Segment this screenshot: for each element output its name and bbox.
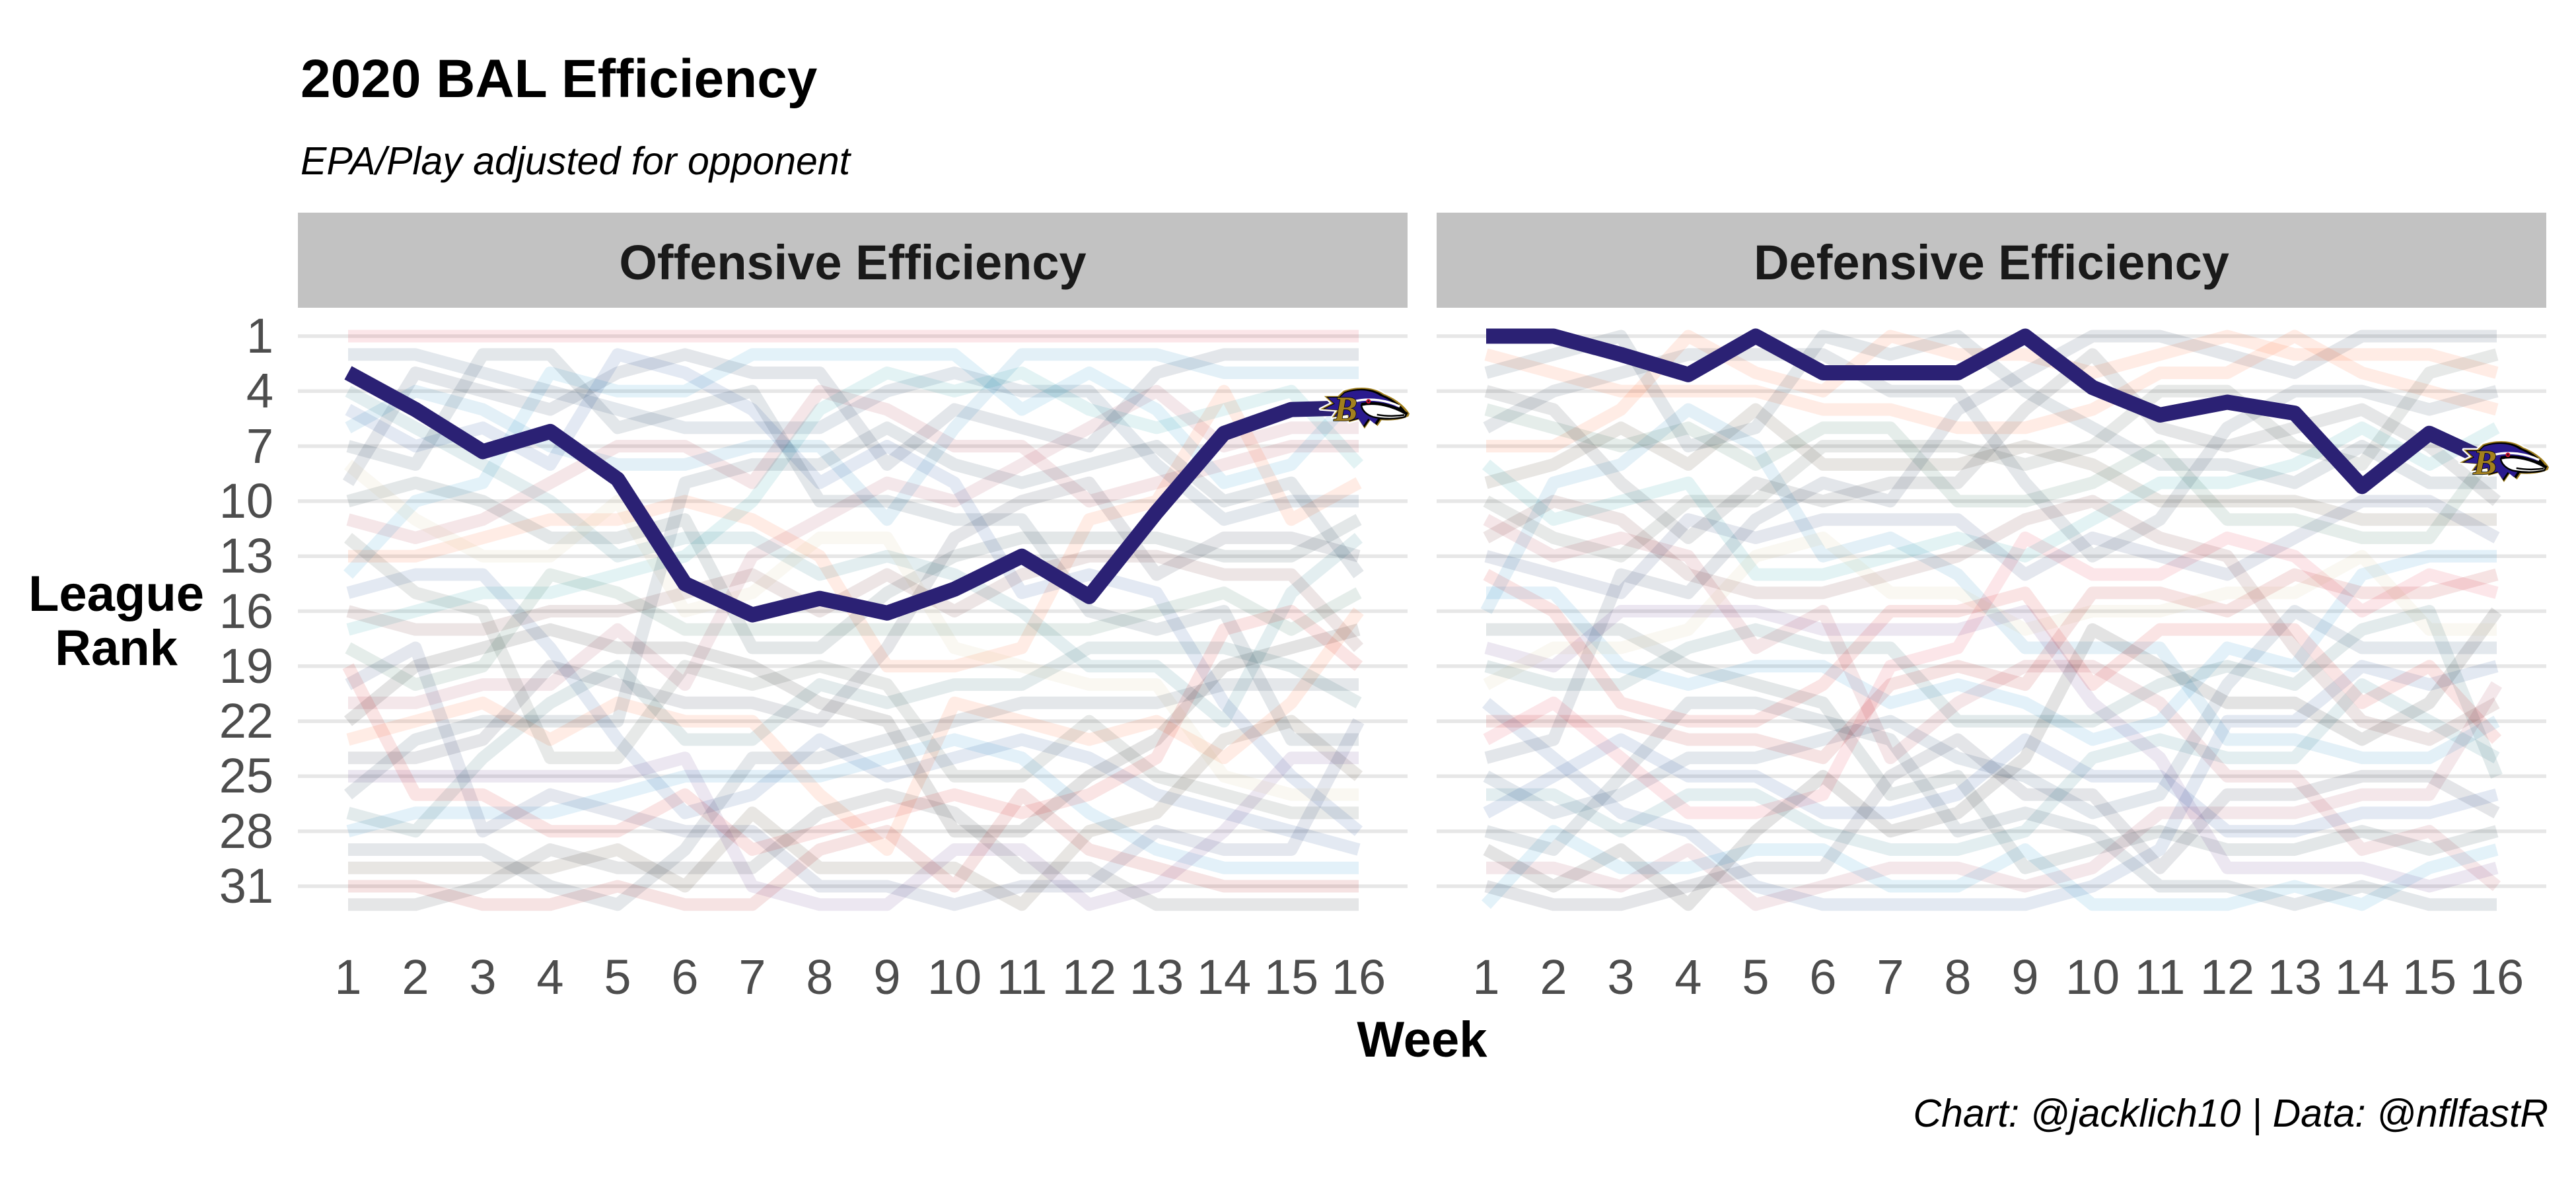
svg-text:1: 1 xyxy=(246,308,273,363)
svg-text:22: 22 xyxy=(219,693,273,748)
svg-text:8: 8 xyxy=(1944,950,1971,1004)
svg-text:9: 9 xyxy=(2011,950,2038,1004)
svg-text:5: 5 xyxy=(1742,950,1769,1004)
svg-text:9: 9 xyxy=(873,950,900,1004)
svg-text:Offensive Efficiency: Offensive Efficiency xyxy=(619,235,1086,290)
svg-text:25: 25 xyxy=(219,748,273,803)
svg-text:10: 10 xyxy=(927,950,982,1004)
svg-text:13: 13 xyxy=(2268,950,2322,1004)
svg-text:16: 16 xyxy=(1332,950,1386,1004)
svg-text:EPA/Play adjusted for opponent: EPA/Play adjusted for opponent xyxy=(301,139,852,183)
svg-text:13: 13 xyxy=(1129,950,1184,1004)
svg-text:6: 6 xyxy=(671,950,698,1004)
svg-text:11: 11 xyxy=(997,950,1048,1004)
svg-text:Rank: Rank xyxy=(55,620,178,676)
svg-text:B: B xyxy=(1334,390,1358,429)
svg-text:2020 BAL Efficiency: 2020 BAL Efficiency xyxy=(301,49,818,109)
svg-text:14: 14 xyxy=(2335,950,2389,1004)
svg-text:12: 12 xyxy=(1062,950,1116,1004)
svg-text:13: 13 xyxy=(219,528,273,583)
svg-text:5: 5 xyxy=(604,950,631,1004)
svg-text:League: League xyxy=(28,566,204,622)
svg-text:16: 16 xyxy=(2470,950,2524,1004)
svg-text:16: 16 xyxy=(219,584,273,639)
svg-text:4: 4 xyxy=(246,363,273,418)
svg-text:1: 1 xyxy=(1472,950,1499,1004)
svg-text:7: 7 xyxy=(246,419,273,473)
svg-text:31: 31 xyxy=(219,859,273,913)
svg-text:3: 3 xyxy=(1607,950,1634,1004)
svg-text:15: 15 xyxy=(2402,950,2456,1004)
svg-text:14: 14 xyxy=(1197,950,1251,1004)
svg-text:2: 2 xyxy=(1540,950,1567,1004)
svg-text:19: 19 xyxy=(219,639,273,693)
svg-text:4: 4 xyxy=(1674,950,1701,1004)
svg-text:4: 4 xyxy=(536,950,563,1004)
svg-text:10: 10 xyxy=(219,473,273,528)
svg-text:12: 12 xyxy=(2200,950,2254,1004)
svg-text:B: B xyxy=(2473,443,2497,482)
svg-text:8: 8 xyxy=(806,950,833,1004)
svg-text:Chart: @jacklich10 | Data: @nf: Chart: @jacklich10 | Data: @nflfastR xyxy=(1914,1092,2548,1136)
svg-text:10: 10 xyxy=(2065,950,2120,1004)
svg-text:11: 11 xyxy=(2135,950,2186,1004)
svg-text:2: 2 xyxy=(402,950,429,1004)
svg-text:6: 6 xyxy=(1809,950,1836,1004)
svg-text:15: 15 xyxy=(1264,950,1318,1004)
svg-text:7: 7 xyxy=(738,950,766,1004)
svg-text:7: 7 xyxy=(1877,950,1904,1004)
svg-text:1: 1 xyxy=(334,950,361,1004)
svg-text:28: 28 xyxy=(219,804,273,859)
svg-text:3: 3 xyxy=(469,950,496,1004)
svg-text:Defensive Efficiency: Defensive Efficiency xyxy=(1754,235,2229,290)
svg-text:Week: Week xyxy=(1357,1012,1487,1068)
